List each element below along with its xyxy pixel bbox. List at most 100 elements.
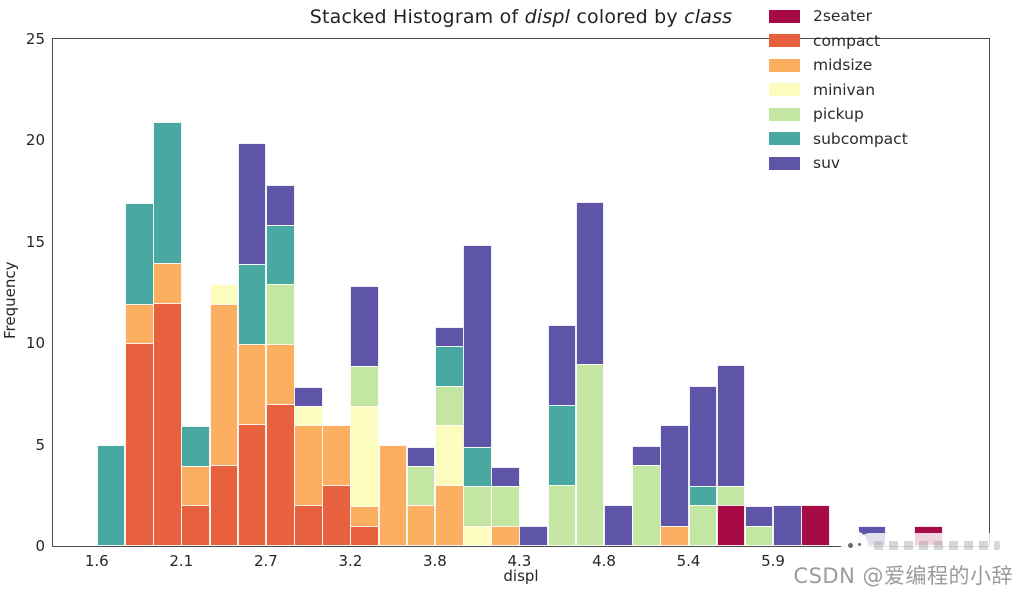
bar-segment-pickup (350, 366, 380, 408)
bar-segment-subcompact (237, 264, 267, 346)
x-tick-label: 4.8 (592, 552, 616, 570)
histogram-column (209, 284, 239, 546)
histogram-column (491, 466, 520, 546)
y-tick-label: 10 (25, 334, 45, 353)
bar-segment-suv (265, 185, 295, 226)
bar-segment-minivan (209, 284, 239, 305)
bar-segment-2seater (716, 505, 746, 546)
watermark-badge-icon (841, 531, 868, 558)
y-axis-label: Frequency (1, 261, 19, 340)
bar-segment-suv (350, 286, 380, 368)
x-tick-label: 5.4 (676, 552, 701, 570)
bar-segment-suv (688, 385, 718, 488)
bar-segment-subcompact (125, 203, 154, 305)
bar-segment-subcompact (547, 405, 577, 487)
bar-segment-midsize (406, 505, 436, 546)
bar-segment-pickup (688, 505, 718, 546)
x-tick-label: 5.9 (761, 552, 785, 570)
bar-segment-midsize (660, 525, 689, 546)
bar-segment-suv (744, 506, 774, 527)
y-tick-label: 20 (25, 131, 45, 150)
legend-swatch-minivan (769, 83, 800, 96)
bar-segment-pickup (632, 464, 661, 546)
watermark-csdn: CSDN @爱编程的小辞 (793, 564, 1013, 588)
legend-swatch-compact (769, 34, 800, 47)
legend-item-compact: compact (769, 31, 908, 50)
x-tick-label: 2.7 (253, 552, 278, 570)
title-italic-part: displ (524, 6, 571, 28)
histogram-column (350, 286, 380, 546)
bar-segment-midsize (350, 506, 380, 527)
histogram-column (406, 446, 436, 546)
bar-segment-midsize (153, 263, 182, 304)
histogram-column (547, 325, 577, 546)
bar-segment-midsize (378, 444, 408, 546)
legend-item-midsize: midsize (769, 56, 908, 74)
bar-segment-suv (716, 365, 746, 488)
bar-segment-pickup (716, 486, 746, 507)
legend-swatch-midsize (769, 58, 800, 72)
histogram-column (688, 385, 718, 546)
histogram-column (801, 505, 830, 546)
bar-segment-compact (294, 505, 323, 546)
legend-label: midsize (813, 56, 873, 74)
histogram-column (125, 203, 154, 546)
bar-segment-suv (575, 202, 605, 365)
bar-segment-minivan (463, 525, 492, 546)
chart-title: Stacked Histogram of displ colored by cl… (52, 6, 990, 28)
legend-swatch-subcompact (769, 132, 800, 145)
bar-segment-compact (181, 505, 210, 546)
bar-segment-minivan (434, 425, 464, 487)
x-tick-label: 4.3 (507, 552, 532, 570)
title-part: colored by (570, 6, 685, 28)
y-tick-label: 0 (35, 537, 45, 555)
plot-area: 0 5 10 15 20 25 1.6 2.1 2.7 3.2 3.8 4.3 4.8 5.4 5.9 (26, 30, 990, 570)
bar-segment-compact (265, 404, 295, 546)
x-axis-label: displ (503, 567, 539, 585)
legend-label: pickup (813, 105, 864, 123)
bar-segment-pickup (463, 486, 492, 527)
bar-segment-suv (434, 326, 464, 348)
bar-segment-pickup (434, 385, 464, 427)
bar-segment-subcompact (96, 444, 126, 546)
bar-segment-midsize (434, 485, 464, 546)
y-tick-label: 15 (25, 232, 45, 251)
histogram-column (632, 445, 661, 546)
bar-segment-compact (209, 464, 239, 546)
histogram-column (716, 365, 746, 546)
histogram-column (378, 444, 408, 546)
legend-label: compact (813, 31, 881, 50)
histogram-column (463, 244, 492, 546)
histogram-column (575, 202, 605, 546)
bar-segment-subcompact (153, 122, 182, 265)
bar-segment-suv (604, 505, 633, 546)
legend-swatch-pickup (769, 107, 800, 121)
histogram-column (660, 425, 689, 546)
bar-segment-compact (153, 302, 182, 546)
title-italic-part: class (684, 6, 733, 28)
bar-segment-midsize (294, 425, 323, 507)
bar-segment-subcompact (181, 426, 210, 467)
legend: 2seater compact midsize minivan pickup subcom… (769, 8, 908, 181)
bar-segment-minivan (350, 406, 380, 508)
legend-item-minivan: minivan (769, 80, 908, 99)
bar-segment-suv (406, 446, 436, 467)
histogram-column (153, 122, 182, 546)
bar-segment-compact (125, 343, 154, 546)
histogram-column (604, 505, 633, 546)
x-tick-label: 3.8 (422, 552, 447, 570)
histogram-column (237, 143, 267, 546)
legend-label: minivan (813, 80, 876, 99)
bar-segment-pickup (265, 284, 295, 346)
bar-segment-suv (660, 425, 689, 527)
bar-segment-midsize (265, 344, 295, 405)
bar-segment-midsize (209, 303, 239, 466)
bar-segment-suv (491, 466, 520, 488)
legend-swatch-2seater (769, 9, 800, 23)
watermark-overlay (858, 533, 1012, 557)
bar-segment-midsize (181, 465, 210, 507)
bar-segment-pickup (406, 465, 436, 507)
legend-label: suv (813, 154, 841, 172)
legend-item-subcompact: subcompact (769, 131, 908, 146)
